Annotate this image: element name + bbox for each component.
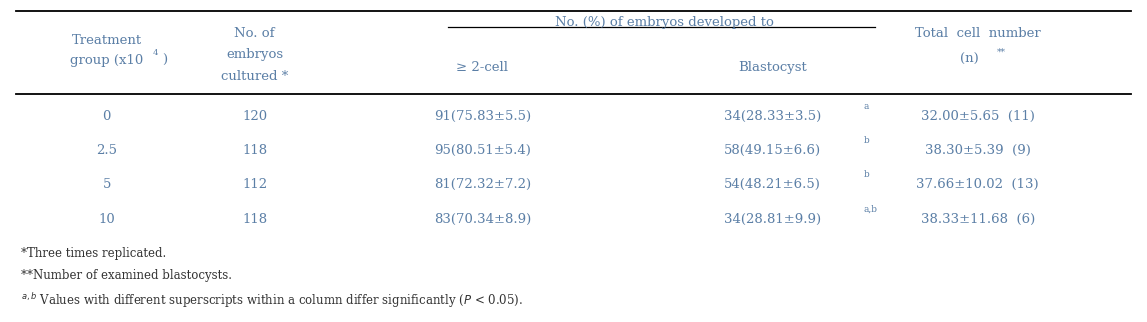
Text: 38.33±11.68  (6): 38.33±11.68 (6): [921, 213, 1035, 226]
Text: 120: 120: [242, 109, 267, 123]
Text: 34(28.33±3.5): 34(28.33±3.5): [724, 109, 821, 123]
Text: b: b: [864, 136, 869, 145]
Text: 37.66±10.02  (13): 37.66±10.02 (13): [916, 178, 1039, 191]
Text: b: b: [864, 170, 869, 179]
Text: 10: 10: [99, 213, 115, 226]
Text: No. (%) of embryos developed to: No. (%) of embryos developed to: [555, 16, 774, 29]
Text: (n): (n): [960, 53, 980, 66]
Text: **Number of examined blastocysts.: **Number of examined blastocysts.: [22, 269, 232, 282]
Text: 5: 5: [102, 178, 111, 191]
Text: a: a: [864, 102, 868, 111]
Text: **: **: [997, 47, 1006, 56]
Text: 91(75.83±5.5): 91(75.83±5.5): [434, 109, 531, 123]
Text: 38.30±5.39  (9): 38.30±5.39 (9): [924, 144, 1031, 157]
Text: ≥ 2-cell: ≥ 2-cell: [457, 61, 508, 74]
Text: 0: 0: [102, 109, 111, 123]
Text: 83(70.34±8.9): 83(70.34±8.9): [434, 213, 531, 226]
Text: No. of: No. of: [234, 27, 275, 41]
Text: $^{a,b}$ Values with different superscripts within a column differ significantly: $^{a,b}$ Values with different superscri…: [22, 291, 523, 310]
Text: 32.00±5.65  (11): 32.00±5.65 (11): [921, 109, 1035, 123]
Text: 118: 118: [242, 213, 267, 226]
Text: 2.5: 2.5: [96, 144, 117, 157]
Text: Treatment: Treatment: [71, 34, 142, 47]
Text: 4: 4: [153, 49, 157, 57]
Text: ): ): [163, 54, 167, 67]
Text: Total  cell  number: Total cell number: [915, 27, 1040, 41]
Text: 81(72.32±7.2): 81(72.32±7.2): [434, 178, 531, 191]
Text: group (x10: group (x10: [70, 54, 143, 67]
Text: *Three times replicated.: *Three times replicated.: [22, 247, 166, 260]
Text: embryos: embryos: [226, 49, 283, 62]
Text: 58(49.15±6.6): 58(49.15±6.6): [724, 144, 821, 157]
Text: 54(48.21±6.5): 54(48.21±6.5): [724, 178, 821, 191]
Text: 34(28.81±9.9): 34(28.81±9.9): [724, 213, 821, 226]
Text: cultured *: cultured *: [221, 70, 288, 82]
Text: 112: 112: [242, 178, 267, 191]
Text: 118: 118: [242, 144, 267, 157]
Text: Blastocyst: Blastocyst: [739, 61, 807, 74]
Text: a,b: a,b: [864, 205, 877, 214]
Text: 95(80.51±5.4): 95(80.51±5.4): [434, 144, 531, 157]
